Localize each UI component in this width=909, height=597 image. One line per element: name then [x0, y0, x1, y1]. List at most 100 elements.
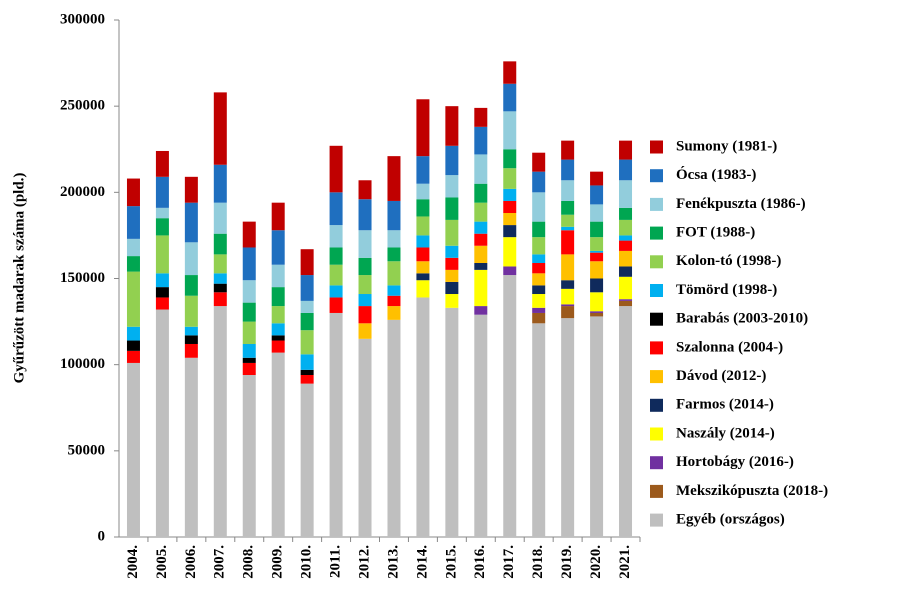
- legend-swatch: [650, 456, 663, 470]
- legend-swatch: [650, 197, 663, 211]
- bar-segment: [561, 304, 575, 307]
- legend-swatch: [650, 312, 663, 326]
- bar-segment: [590, 171, 604, 186]
- bar-segment: [503, 111, 517, 150]
- bar-segment: [300, 383, 314, 537]
- bar-segment: [561, 140, 575, 160]
- bar-segment: [561, 226, 575, 231]
- bar-segment: [184, 176, 198, 203]
- legend-label: Tömörd (1998-): [676, 282, 777, 298]
- legend-label: Egyéb (országos): [676, 512, 785, 528]
- bar-segment: [416, 183, 430, 200]
- x-tick-label: 2014.: [414, 545, 430, 579]
- bar-segment: [126, 271, 140, 327]
- bar-segment: [590, 221, 604, 238]
- bar-segment: [416, 247, 430, 262]
- legend-swatch: [650, 169, 663, 183]
- bar-segment: [445, 145, 459, 176]
- bar-segment: [619, 250, 633, 267]
- bar-segment: [474, 269, 488, 307]
- y-tick-label: 0: [98, 528, 106, 544]
- bar-segment: [387, 261, 401, 286]
- bar-segment: [184, 335, 198, 344]
- bar-segment: [242, 247, 256, 281]
- bar-segment: [561, 254, 575, 281]
- bar-segment: [561, 180, 575, 201]
- legend-swatch: [650, 284, 663, 297]
- legend-label: Dávod (2012-): [676, 368, 766, 384]
- y-tick-label: 150000: [60, 270, 105, 286]
- y-tick-label: 300000: [60, 11, 105, 27]
- bar-segment: [445, 219, 459, 246]
- bar-segment: [213, 273, 227, 284]
- bar-segment: [590, 252, 604, 262]
- bar-segment: [300, 354, 314, 370]
- bar-segment: [416, 199, 430, 217]
- legend-label: Mekszikópuszta (2018-): [676, 483, 828, 499]
- bar-segment: [184, 343, 198, 358]
- bar-segment: [474, 183, 488, 203]
- legend-swatch: [650, 140, 663, 154]
- x-tick-label: 2018.: [530, 545, 546, 579]
- bar-segment: [416, 261, 430, 274]
- bar-segment: [184, 295, 198, 327]
- bar-segment: [590, 185, 604, 205]
- bar-segment: [503, 83, 517, 112]
- bar-segment: [242, 321, 256, 344]
- x-tick-label: 2019.: [559, 545, 575, 579]
- bar-segment: [242, 343, 256, 358]
- bar-segment: [416, 99, 430, 157]
- legend-swatch: [650, 484, 663, 498]
- bar-segment: [532, 192, 546, 222]
- bar-segment: [329, 312, 343, 537]
- bar-segment: [213, 283, 227, 293]
- bar-segment: [474, 202, 488, 222]
- bar-segment: [155, 218, 169, 236]
- bar-segment: [213, 164, 227, 203]
- bar-segment: [532, 294, 546, 308]
- bar-segment: [445, 245, 459, 258]
- bar-segment: [213, 233, 227, 255]
- bar-segment: [590, 312, 604, 317]
- bar-segment: [532, 307, 546, 313]
- bar-segment: [503, 188, 517, 201]
- legend-swatch: [650, 255, 663, 269]
- bar-segment: [358, 294, 372, 307]
- bar-segment: [619, 266, 633, 277]
- bar-segment: [561, 288, 575, 305]
- bar-segment: [184, 326, 198, 336]
- x-tick-label: 2006.: [183, 545, 199, 579]
- bar-segment: [242, 362, 256, 376]
- bar-segment: [590, 261, 604, 279]
- bar-segment: [445, 269, 459, 282]
- legend-label: Farmos (2014-): [676, 397, 774, 413]
- bar-segment: [503, 237, 517, 267]
- bar-segment: [271, 202, 285, 231]
- bar-segment: [358, 338, 372, 537]
- bar-segment: [126, 238, 140, 257]
- legend-swatch: [650, 427, 663, 441]
- bar-segment: [329, 192, 343, 226]
- bar-segment: [474, 221, 488, 234]
- legend-swatch: [650, 398, 663, 412]
- legend-swatch: [650, 341, 663, 355]
- bar-segment: [532, 312, 546, 324]
- bar-segment: [271, 352, 285, 537]
- bar-segment: [474, 154, 488, 184]
- bar-segment: [126, 340, 140, 351]
- x-tick-label: 2005.: [154, 545, 170, 579]
- bar-segment: [358, 230, 372, 258]
- bar-segment: [329, 264, 343, 286]
- bar-segment: [474, 107, 488, 127]
- bar-segment: [271, 230, 285, 265]
- bar-segment: [561, 318, 575, 537]
- bar-segment: [503, 225, 517, 238]
- bar-segment: [561, 280, 575, 289]
- bar-segment: [416, 273, 430, 281]
- bar-segment: [213, 92, 227, 165]
- x-tick-label: 2008.: [241, 545, 257, 579]
- bar-segment: [590, 278, 604, 293]
- bar-segment: [590, 204, 604, 222]
- bar-segment: [126, 256, 140, 272]
- bar-segment: [532, 273, 546, 286]
